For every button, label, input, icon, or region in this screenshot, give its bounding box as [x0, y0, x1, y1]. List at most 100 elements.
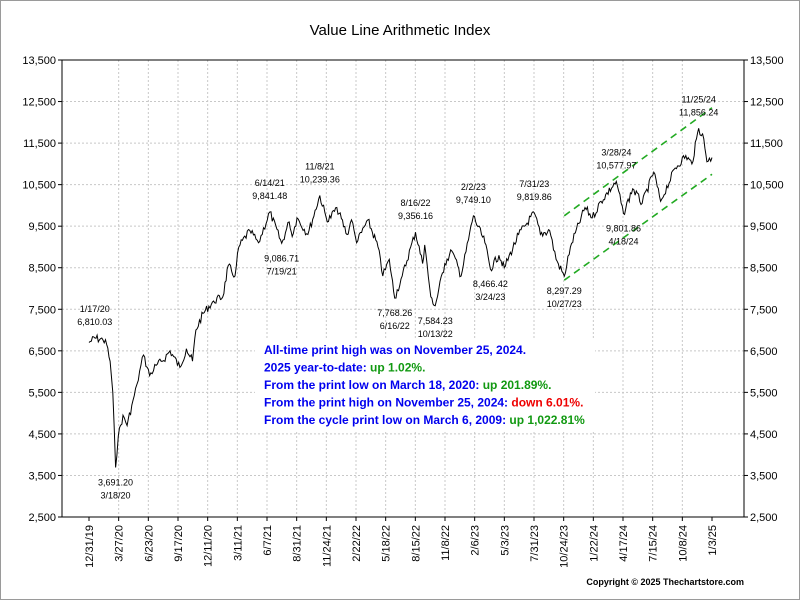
x-tick-label: 2/22/22 [351, 525, 363, 562]
x-tick-label: 10/24/23 [559, 525, 571, 568]
x-tick-label: 5/18/22 [381, 525, 393, 562]
chart-title: Value Line Arithmetic Index [310, 22, 491, 39]
stat-segment: up 201.89%. [483, 378, 552, 392]
x-tick-label: 12/11/20 [203, 525, 215, 567]
annotation-label: 10/13/22 [418, 329, 453, 339]
y-axis-left: 2,500 3,500 4,500 5,500 6,500 7,500 8,500 9,500… [22, 55, 62, 524]
channel-upper-line [563, 107, 713, 217]
y-tick-label-left: 4,500 [28, 429, 56, 441]
annotation-label: 4/18/24 [608, 237, 638, 247]
y-tick-label-right: 10,500 [750, 180, 784, 192]
y-tick-label-right: 2,500 [750, 512, 778, 524]
annotation-label: 10/27/23 [547, 299, 582, 309]
stat-segment: down 6.01%. [511, 396, 583, 410]
series-line [88, 128, 713, 468]
annotation-label: 7/19/21 [267, 266, 297, 276]
series [88, 128, 713, 468]
annotation-label: 10,239.36 [300, 174, 340, 184]
y-tick-label-right: 8,500 [750, 263, 778, 275]
annotation-label: 6/14/21 [255, 178, 285, 188]
y-tick-label-left: 13,500 [22, 55, 56, 67]
annotation-label: 11/8/21 [305, 161, 334, 171]
annotation-label: 8/16/22 [400, 198, 430, 208]
annotation-label: 8,297.29 [547, 286, 582, 296]
x-tick-label: 6/23/20 [143, 525, 155, 562]
stat-line: From the print high on November 25, 2024… [264, 396, 583, 410]
annotation-label: 2/2/23 [461, 182, 486, 192]
x-tick-label: 7/15/24 [648, 525, 660, 562]
x-tick-label: 8/31/21 [292, 525, 304, 562]
y-tick-label-left: 6,500 [28, 346, 56, 358]
stat-line: All-time print high was on November 25, … [264, 343, 526, 357]
x-tick-label: 11/8/22 [440, 525, 452, 561]
annotation-label: 9,749.10 [456, 195, 491, 205]
stat-segment: From the print low on March 18, 2020: [264, 378, 483, 392]
y-tick-label-left: 3,500 [28, 470, 56, 482]
x-tick-label: 11/24/21 [321, 525, 333, 567]
x-tick-label: 4/17/24 [618, 525, 630, 562]
stat-segment: up 1,022.81% [509, 413, 585, 427]
x-tick-label: 1/3/25 [707, 525, 719, 556]
x-tick-label: 9/17/20 [173, 525, 185, 562]
y-tick-label-right: 5,500 [750, 387, 778, 399]
annotation-label: 3/18/20 [101, 491, 131, 501]
annotation-label: 3/24/23 [475, 292, 505, 302]
y-tick-label-right: 13,500 [750, 55, 784, 67]
y-tick-label-right: 9,500 [750, 221, 778, 233]
y-tick-label-right: 4,500 [750, 429, 778, 441]
y-tick-label-right: 12,500 [750, 97, 784, 109]
stat-segment: All-time print high was on November 25, … [264, 343, 526, 357]
annotation-label: 9,841.48 [252, 191, 287, 201]
stat-line: From the cycle print low on March 6, 200… [264, 413, 585, 427]
x-axis: 12/31/19 3/27/20 6/23/20 9/17/20 12/11/20 3/1… [84, 517, 719, 568]
y-tick-label-right: 7,500 [750, 304, 778, 316]
annotation-label: 7/31/23 [519, 179, 549, 189]
annotation-label: 11/25/24 [682, 94, 716, 104]
annotation-label: 7,768.26 [377, 308, 412, 318]
annotation-label: 11,856.24 [679, 107, 718, 117]
y-tick-label-left: 7,500 [28, 304, 56, 316]
annotation-label: 9,819.86 [517, 192, 552, 202]
stat-line: 2025 year-to-date: up 1.02%. [264, 361, 425, 375]
annotation-label: 9,356.16 [398, 211, 433, 221]
x-tick-label: 8/15/22 [410, 525, 422, 562]
y-tick-label-left: 9,500 [28, 221, 56, 233]
x-tick-label: 7/31/23 [529, 525, 541, 562]
x-tick-label: 1/22/24 [588, 525, 600, 562]
stat-segment: 2025 year-to-date: [264, 361, 370, 375]
stat-segment: From the cycle print low on March 6, 200… [264, 413, 509, 427]
x-tick-label: 3/27/20 [114, 525, 126, 562]
plot-frame [61, 59, 745, 518]
y-tick-label-left: 2,500 [28, 512, 56, 524]
y-tick-label-left: 5,500 [28, 387, 56, 399]
x-tick-label: 2/6/23 [470, 525, 482, 556]
x-tick-label: 5/3/23 [499, 525, 511, 556]
y-tick-label-left: 11,500 [23, 138, 56, 150]
stat-segment: up 1.02%. [370, 361, 425, 375]
x-tick-label: 3/11/21 [232, 525, 244, 561]
annotation-label: 3,691.20 [98, 478, 133, 488]
y-tick-label-left: 8,500 [28, 263, 56, 275]
y-tick-label-right: 3,500 [750, 470, 778, 482]
y-tick-label-right: 6,500 [750, 346, 778, 358]
plot-area [62, 60, 744, 517]
performance-stats: All-time print high was on November 25, … [255, 340, 595, 432]
copyright-notice: Copyright © 2025 Thechartstore.com [586, 577, 744, 587]
x-tick-label: 10/8/24 [677, 525, 689, 562]
annotations: 1/17/20 6,810.03 3,691.20 3/18/20 6/14/21 9,8… [77, 94, 718, 500]
x-tick-label: 12/31/19 [84, 525, 96, 568]
annotation-label: 10,577.97 [596, 160, 636, 170]
y-axis-right: 2,500 3,500 4,500 5,500 6,500 7,500 8,500 9,500… [744, 55, 784, 524]
y-tick-label-right: 11,500 [750, 138, 783, 150]
annotation-label: 6/16/22 [380, 321, 410, 331]
annotation-label: 7,584.23 [418, 316, 453, 326]
annotation-label: 9,086.71 [264, 253, 299, 263]
y-tick-label-left: 10,500 [22, 180, 56, 192]
y-tick-label-left: 12,500 [22, 97, 56, 109]
annotation-label: 9,801.86 [606, 224, 641, 234]
x-tick-label: 6/7/21 [262, 525, 274, 556]
trend-channel [563, 107, 713, 281]
stat-segment: From the print high on November 25, 2024… [264, 396, 511, 410]
stat-line: From the print low on March 18, 2020: up… [264, 378, 551, 392]
